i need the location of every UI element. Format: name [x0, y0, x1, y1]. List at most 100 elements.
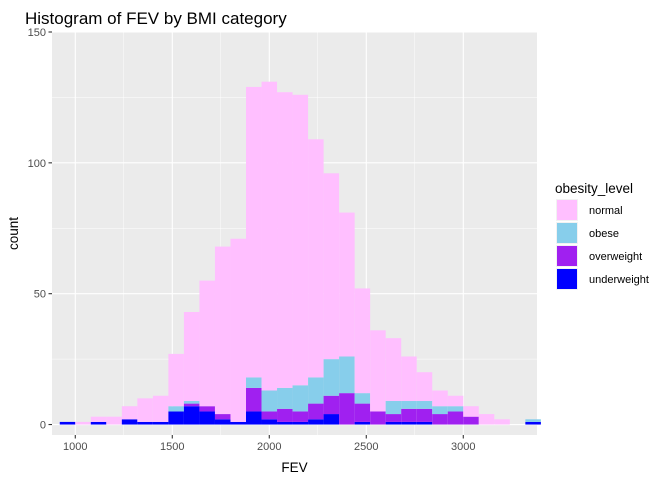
histogram-bar-underweight: [183, 406, 200, 425]
legend-label-obese: obese: [589, 228, 619, 240]
histogram-bar-overweight: [292, 411, 309, 422]
histogram-bar-normal: [137, 398, 153, 422]
legend-title: obesity_level: [555, 181, 633, 196]
y-tick-label: 150: [28, 27, 46, 39]
histogram-bar-overweight: [183, 403, 200, 407]
histogram-bar-normal: [447, 395, 464, 407]
histogram-bar-normal: [432, 390, 448, 407]
histogram-bar-normal: [416, 372, 433, 401]
histogram-bar-normal: [106, 416, 122, 425]
histogram-bar-overweight: [339, 393, 355, 425]
histogram-bar-obese: [323, 359, 340, 396]
histogram-bar-overweight: [432, 414, 448, 425]
histogram-bar-underweight: [230, 421, 246, 425]
histogram-bar-obese: [525, 419, 541, 422]
histogram-bar-underweight: [401, 421, 417, 425]
legend-label-normal: normal: [589, 205, 623, 217]
histogram-bar-overweight: [370, 411, 386, 425]
histogram-bar-underweight: [323, 414, 340, 425]
histogram-bar-overweight: [261, 411, 278, 420]
histogram-bar-underweight: [525, 421, 541, 425]
x-tick-label: 3000: [451, 441, 475, 453]
histogram-bar-underweight: [416, 421, 433, 425]
histogram-bar-obese: [339, 356, 355, 394]
histogram-bar-overweight: [385, 414, 402, 422]
histogram-bar-obese: [246, 377, 262, 388]
histogram-bar-normal: [90, 416, 107, 422]
histogram-bar-underweight: [137, 421, 153, 425]
histogram-bar-normal: [121, 406, 138, 420]
histogram-bar-normal: [463, 406, 479, 417]
histogram-bar-normal: [261, 81, 278, 391]
axis-ticks: 1000 1500 2000 2500 3000 0 50 100 150: [28, 27, 476, 453]
histogram-bar-underweight: [121, 419, 138, 425]
histogram-bar-normal: [199, 280, 215, 407]
histogram-bar-overweight: [277, 408, 293, 422]
histogram-bar-overweight: [463, 416, 479, 425]
histogram-bar-normal: [214, 246, 231, 415]
histogram-bar-obese: [261, 390, 278, 412]
histogram-bar-normal: [183, 312, 200, 401]
histogram-bar-underweight: [385, 421, 402, 425]
histogram-bar-underweight: [261, 419, 278, 425]
histogram-bar-normal: [292, 94, 309, 386]
histogram-bar-underweight: [90, 421, 107, 425]
histogram-bar-normal: [354, 288, 371, 394]
histogram-bar-obese: [416, 400, 433, 409]
histogram-bar-normal: [168, 353, 184, 407]
chart-title: Histogram of FEV by BMI category: [25, 9, 287, 28]
histogram-bar-underweight: [246, 411, 262, 425]
histogram-bar-obese: [385, 400, 402, 415]
x-tick-label: 2000: [257, 441, 281, 453]
histogram-bar-normal: [277, 92, 293, 388]
histogram-bar-normal: [75, 421, 91, 425]
x-axis-title: FEV: [281, 460, 307, 475]
histogram-bar-normal: [323, 173, 340, 360]
histogram-bar-normal: [230, 238, 246, 422]
histogram-bar-underweight: [168, 411, 184, 425]
legend-label-overweight: overweight: [589, 251, 642, 263]
histogram-bar-obese: [354, 393, 371, 404]
histogram-bar-overweight: [214, 414, 231, 420]
y-tick-label: 0: [40, 420, 46, 432]
histogram-bar-normal: [308, 139, 324, 378]
histogram-bar-normal: [339, 212, 355, 357]
histogram-bar-underweight: [199, 411, 215, 425]
legend-label-underweight: underweight: [589, 274, 649, 286]
histogram-bar-normal: [246, 86, 262, 378]
histogram-bar-underweight: [277, 421, 293, 425]
legend-swatch-underweight: [557, 269, 577, 289]
histogram-bar-overweight: [246, 387, 262, 412]
histogram-bar-overweight: [354, 403, 371, 422]
y-tick-label: 100: [28, 158, 46, 170]
histogram-bar-obese: [401, 400, 417, 409]
histogram-bar-overweight: [416, 408, 433, 422]
x-tick-label: 1500: [160, 441, 184, 453]
legend-swatch-obese: [557, 223, 577, 243]
histogram-bar-normal: [401, 356, 417, 401]
x-tick-label: 1000: [63, 441, 87, 453]
histogram-bar-normal: [494, 419, 510, 425]
histogram-bar-normal: [152, 395, 169, 422]
histogram-bar-normal: [478, 414, 495, 425]
histogram-bar-obese: [308, 377, 324, 404]
histogram-bar-obese: [168, 406, 184, 412]
histogram-bar-obese: [292, 385, 309, 412]
x-tick-label: 2500: [354, 441, 378, 453]
histogram-bar-normal: [385, 338, 402, 401]
histogram-bar-obese: [432, 406, 448, 415]
histogram-bar-underweight: [354, 421, 371, 425]
histogram-bar-obese: [277, 387, 293, 409]
y-axis-title: count: [6, 217, 21, 250]
y-tick-label: 50: [34, 289, 46, 301]
histogram-bar-overweight: [308, 403, 324, 420]
histogram-bar-overweight: [401, 408, 417, 422]
histogram-bar-overweight: [447, 411, 464, 425]
histogram-bar-overweight: [199, 406, 215, 412]
histogram-bar-normal: [370, 330, 386, 412]
histogram-bar-underweight: [152, 421, 169, 425]
histogram-bar-underweight: [308, 419, 324, 425]
histogram-bars: [59, 81, 541, 425]
legend: obesity_level normal obese overweight under…: [555, 181, 649, 290]
